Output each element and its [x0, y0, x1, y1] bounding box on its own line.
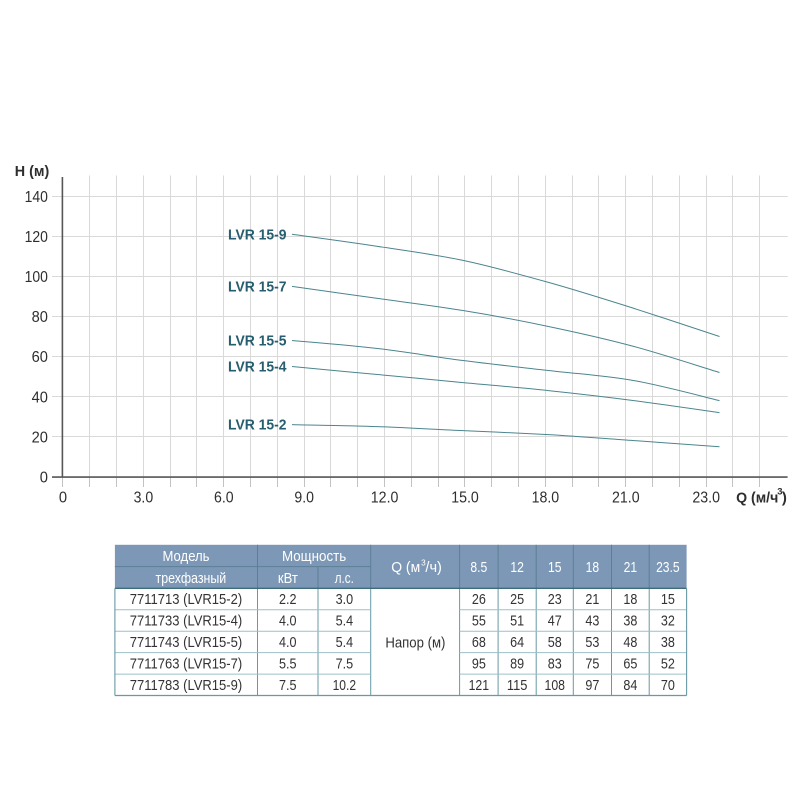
- svg-text:58: 58: [548, 635, 562, 651]
- svg-text:15.0: 15.0: [451, 489, 479, 506]
- svg-text:3: 3: [777, 487, 782, 498]
- svg-text:21: 21: [585, 592, 599, 608]
- svg-text:5.4: 5.4: [336, 635, 354, 651]
- svg-text:LVR 15-2: LVR 15-2: [228, 418, 287, 434]
- svg-text:7711783 (LVR15-9): 7711783 (LVR15-9): [130, 678, 242, 694]
- svg-text:95: 95: [472, 657, 486, 673]
- svg-text:25: 25: [510, 592, 524, 608]
- svg-text:84: 84: [623, 678, 637, 694]
- svg-text:38: 38: [623, 614, 637, 630]
- svg-text:6.0: 6.0: [214, 489, 234, 506]
- svg-text:23.0: 23.0: [692, 489, 720, 506]
- svg-text:32: 32: [661, 614, 675, 630]
- svg-text:21: 21: [624, 560, 638, 576]
- svg-text:0: 0: [40, 469, 48, 486]
- svg-text:121: 121: [469, 678, 490, 694]
- svg-text:LVR 15-7: LVR 15-7: [228, 279, 287, 295]
- svg-text:/ч): /ч): [425, 560, 442, 576]
- svg-text:4.0: 4.0: [279, 635, 297, 651]
- svg-text:7711763 (LVR15-7): 7711763 (LVR15-7): [130, 657, 242, 673]
- svg-text:3: 3: [421, 558, 426, 567]
- svg-text:3.0: 3.0: [336, 592, 354, 608]
- svg-text:140: 140: [25, 189, 48, 206]
- svg-text:47: 47: [548, 614, 562, 630]
- svg-text:18.0: 18.0: [532, 489, 560, 506]
- svg-text:трехфазный: трехфазный: [156, 571, 227, 587]
- svg-text:8.5: 8.5: [470, 560, 487, 576]
- svg-text:52: 52: [661, 657, 675, 673]
- svg-text:2.2: 2.2: [279, 592, 297, 608]
- svg-text:кВт: кВт: [278, 571, 298, 587]
- svg-text:68: 68: [472, 635, 486, 651]
- svg-text:23.5: 23.5: [656, 560, 680, 576]
- svg-text:7.5: 7.5: [336, 657, 354, 673]
- svg-text:12.0: 12.0: [371, 489, 399, 506]
- svg-text:43: 43: [585, 614, 599, 630]
- svg-text:3.0: 3.0: [134, 489, 154, 506]
- svg-text:89: 89: [510, 657, 524, 673]
- svg-text:5.5: 5.5: [279, 657, 297, 673]
- svg-text:): ): [782, 489, 787, 506]
- svg-text:15: 15: [548, 560, 562, 576]
- svg-text:9.0: 9.0: [294, 489, 314, 506]
- svg-text:5.4: 5.4: [336, 614, 354, 630]
- svg-text:LVR 15-5: LVR 15-5: [228, 334, 287, 350]
- svg-text:Q (м/ч: Q (м/ч: [736, 489, 778, 506]
- svg-text:7711733 (LVR15-4): 7711733 (LVR15-4): [130, 614, 242, 630]
- svg-text:Напор (м): Напор (м): [385, 635, 445, 651]
- svg-text:Q (м: Q (м: [391, 560, 420, 576]
- svg-text:48: 48: [623, 635, 637, 651]
- svg-text:4.0: 4.0: [279, 614, 297, 630]
- svg-text:60: 60: [32, 349, 48, 366]
- svg-text:12: 12: [510, 560, 524, 576]
- svg-text:LVR 15-4: LVR 15-4: [228, 360, 287, 376]
- svg-text:10.2: 10.2: [333, 678, 357, 694]
- svg-text:55: 55: [472, 614, 486, 630]
- svg-text:75: 75: [585, 657, 599, 673]
- svg-text:15: 15: [661, 592, 675, 608]
- svg-text:64: 64: [510, 635, 524, 651]
- svg-text:7711713 (LVR15-2): 7711713 (LVR15-2): [130, 592, 242, 608]
- svg-text:18: 18: [623, 592, 637, 608]
- svg-text:51: 51: [510, 614, 524, 630]
- svg-text:7711743 (LVR15-5): 7711743 (LVR15-5): [130, 635, 242, 651]
- svg-text:23: 23: [548, 592, 562, 608]
- svg-text:л.с.: л.с.: [335, 571, 354, 587]
- svg-text:40: 40: [32, 389, 48, 406]
- svg-text:83: 83: [548, 657, 562, 673]
- svg-text:120: 120: [25, 229, 48, 246]
- svg-text:0: 0: [59, 489, 67, 506]
- svg-text:Мощность: Мощность: [282, 549, 346, 565]
- svg-text:21.0: 21.0: [612, 489, 640, 506]
- svg-text:H (м): H (м): [15, 163, 50, 180]
- svg-text:108: 108: [545, 678, 566, 694]
- svg-text:70: 70: [661, 678, 675, 694]
- svg-text:53: 53: [585, 635, 599, 651]
- svg-text:7.5: 7.5: [279, 678, 297, 694]
- svg-text:18: 18: [586, 560, 600, 576]
- svg-text:LVR 15-9: LVR 15-9: [228, 227, 287, 243]
- svg-text:38: 38: [661, 635, 675, 651]
- svg-text:26: 26: [472, 592, 486, 608]
- svg-text:65: 65: [623, 657, 637, 673]
- svg-text:80: 80: [32, 309, 48, 326]
- svg-text:100: 100: [25, 269, 48, 286]
- svg-text:97: 97: [585, 678, 599, 694]
- svg-text:20: 20: [32, 429, 48, 446]
- svg-text:Модель: Модель: [163, 549, 210, 565]
- svg-text:115: 115: [507, 678, 528, 694]
